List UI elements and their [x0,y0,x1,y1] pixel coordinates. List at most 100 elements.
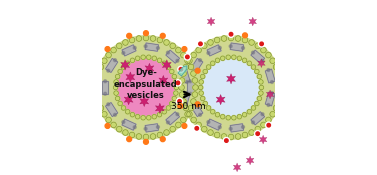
Circle shape [105,124,110,128]
Circle shape [218,46,221,49]
Circle shape [228,35,234,41]
Circle shape [203,69,207,74]
Circle shape [107,69,110,72]
Circle shape [94,78,100,83]
Circle shape [183,105,189,111]
Circle shape [164,40,169,45]
Circle shape [221,134,227,139]
Circle shape [181,52,186,58]
Polygon shape [265,92,275,106]
Circle shape [179,92,185,97]
Text: 350 nm: 350 nm [171,102,205,111]
Circle shape [196,47,201,53]
Polygon shape [230,124,244,132]
Circle shape [135,114,140,119]
Circle shape [94,85,99,90]
Circle shape [160,33,165,38]
Circle shape [229,33,233,36]
Circle shape [199,80,204,84]
Polygon shape [207,45,221,56]
Polygon shape [121,60,130,70]
Circle shape [251,51,254,54]
Circle shape [278,85,283,90]
Circle shape [193,85,198,90]
Circle shape [260,42,264,46]
Circle shape [261,47,266,53]
Circle shape [229,127,232,130]
Polygon shape [178,66,187,76]
Circle shape [267,123,270,127]
Circle shape [157,58,162,62]
Circle shape [270,92,273,95]
Circle shape [199,42,202,46]
Circle shape [172,96,176,101]
Polygon shape [190,103,203,117]
Circle shape [280,75,287,81]
Circle shape [170,43,176,49]
Circle shape [170,126,176,132]
Circle shape [235,134,241,139]
Circle shape [144,31,149,36]
Circle shape [150,36,156,41]
Polygon shape [207,119,221,130]
Circle shape [188,64,194,70]
Circle shape [144,139,149,144]
Circle shape [101,58,107,64]
Circle shape [116,126,122,132]
Polygon shape [122,45,136,56]
Polygon shape [187,81,193,94]
Circle shape [185,55,189,59]
Circle shape [126,61,130,65]
Circle shape [106,52,111,58]
Circle shape [185,111,190,117]
Circle shape [183,64,189,70]
Circle shape [195,127,199,130]
Circle shape [126,110,130,114]
Circle shape [133,46,136,49]
Circle shape [176,113,179,116]
Polygon shape [155,103,164,114]
Circle shape [277,108,281,112]
Circle shape [179,36,283,139]
Circle shape [182,104,185,106]
Circle shape [174,85,179,90]
Circle shape [182,47,187,51]
Circle shape [221,56,225,61]
Circle shape [235,36,241,41]
Circle shape [228,31,234,37]
Circle shape [242,58,247,62]
Circle shape [157,37,163,43]
Polygon shape [102,81,109,94]
Circle shape [98,64,104,70]
Circle shape [199,59,202,62]
Circle shape [176,122,181,128]
Circle shape [276,71,281,76]
Circle shape [242,113,247,117]
Circle shape [166,65,171,69]
Circle shape [215,58,220,62]
Circle shape [189,92,192,95]
Circle shape [254,131,261,137]
Circle shape [254,69,259,74]
Circle shape [242,37,248,43]
Circle shape [226,116,230,120]
Circle shape [181,99,186,104]
Circle shape [203,101,207,106]
Circle shape [113,59,116,62]
Circle shape [111,47,116,53]
Circle shape [218,126,221,129]
Circle shape [208,130,213,135]
Circle shape [231,55,236,60]
Circle shape [208,40,213,45]
Circle shape [96,99,101,104]
Circle shape [242,47,244,50]
Circle shape [261,59,264,62]
Circle shape [121,106,126,110]
Circle shape [170,69,174,74]
Circle shape [173,91,178,95]
Polygon shape [180,69,190,83]
Polygon shape [251,50,265,63]
Circle shape [237,114,242,119]
Circle shape [247,61,251,65]
Circle shape [144,127,147,130]
